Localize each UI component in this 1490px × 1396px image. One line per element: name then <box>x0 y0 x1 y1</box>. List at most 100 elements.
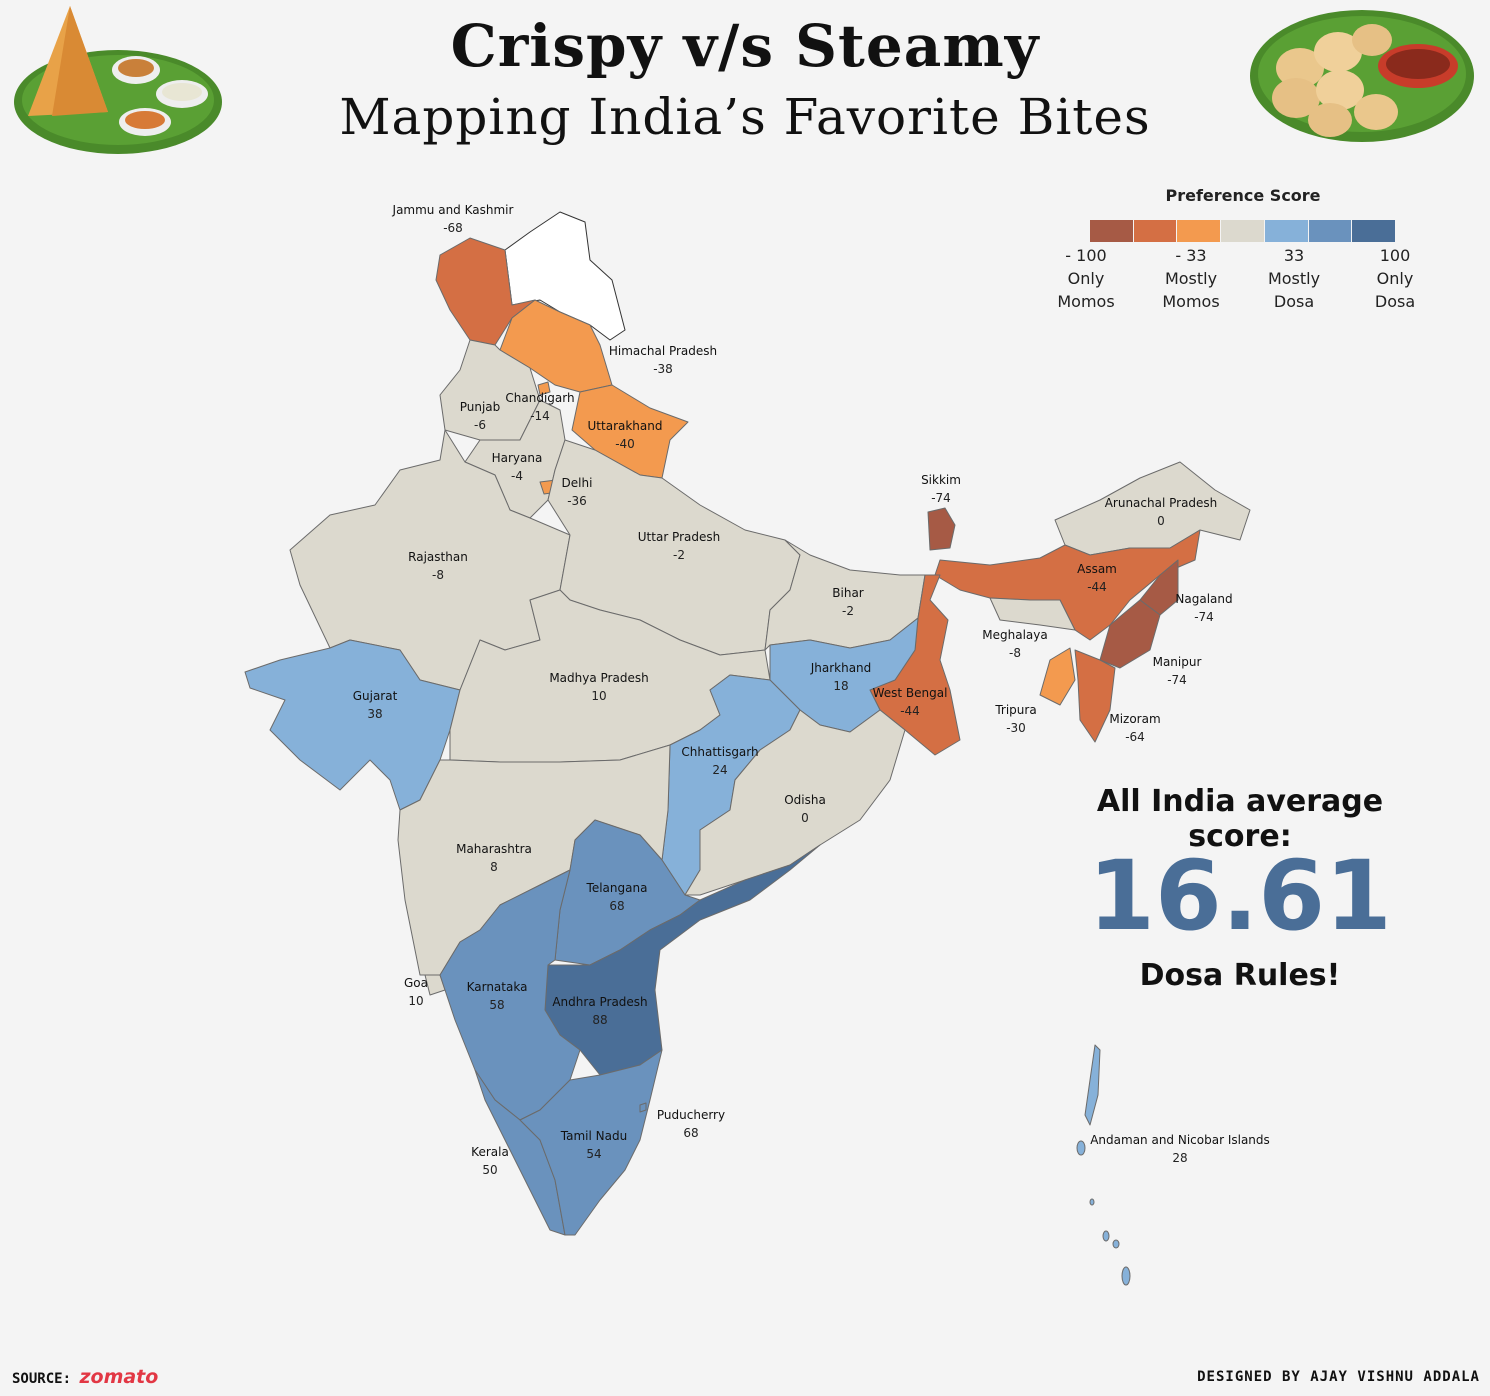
state-score-haryana: -4 <box>511 469 523 483</box>
state-label-andaman-and-nicobar-islands: Andaman and Nicobar Islands <box>1090 1133 1270 1147</box>
state-label-meghalaya: Meghalaya <box>982 628 1047 642</box>
legend-swatch <box>1090 220 1134 242</box>
state-score-arunachal-pradesh: 0 <box>1157 514 1165 528</box>
state-score-uttarakhand: -40 <box>615 437 635 451</box>
chart-title: Crispy v/s Steamy <box>450 12 1040 80</box>
state-score-puducherry: 68 <box>683 1126 698 1140</box>
region-andaman-nicobar[interactable] <box>1076 1044 1131 1286</box>
state-score-tamil-nadu: 54 <box>586 1147 601 1161</box>
chart-subtitle: Mapping India’s Favorite Bites <box>339 88 1151 146</box>
state-score-mizoram: -64 <box>1125 730 1145 744</box>
state-label-maharashtra: Maharashtra <box>456 842 532 856</box>
state-score-rajasthan: -8 <box>432 568 444 582</box>
state-label-karnataka: Karnataka <box>467 980 528 994</box>
state-score-andaman-and-nicobar-islands: 28 <box>1172 1151 1187 1165</box>
state-label-gujarat: Gujarat <box>353 689 398 703</box>
state-label-chandigarh: Chandigarh <box>505 391 574 405</box>
region-puducherry[interactable] <box>639 1102 647 1113</box>
region-uttarakhand[interactable] <box>571 384 689 479</box>
state-label-chhattisgarh: Chhattisgarh <box>681 745 758 759</box>
state-label-himachal-pradesh: Himachal Pradesh <box>609 344 717 358</box>
legend-swatch <box>1221 220 1265 242</box>
state-score-karnataka: 58 <box>489 998 504 1012</box>
legend-swatch <box>1133 220 1178 242</box>
region-manipur[interactable] <box>1099 599 1161 669</box>
average-value: 16.61 <box>1088 840 1392 952</box>
state-label-haryana: Haryana <box>492 451 543 465</box>
legend-swatch <box>1308 220 1353 242</box>
designer-credit: DESIGNED BY AJAY VISHNU ADDALA <box>1197 1369 1480 1385</box>
state-label-tamil-nadu: Tamil Nadu <box>560 1129 627 1143</box>
state-score-chhattisgarh: 24 <box>712 763 727 777</box>
region-meghalaya[interactable] <box>989 597 1076 631</box>
region-sikkim[interactable] <box>927 507 956 551</box>
state-score-kerala: 50 <box>482 1163 497 1177</box>
state-label-puducherry: Puducherry <box>657 1108 725 1122</box>
state-score-chandigarh: -14 <box>530 409 550 423</box>
state-label-bihar: Bihar <box>832 586 864 600</box>
state-label-madhya-pradesh: Madhya Pradesh <box>549 671 648 685</box>
state-score-meghalaya: -8 <box>1009 646 1021 660</box>
region-chandigarh[interactable] <box>537 381 551 396</box>
region-mizoram[interactable] <box>1074 649 1116 743</box>
ladakh-outline <box>504 211 626 341</box>
state-score-jharkhand: 18 <box>833 679 848 693</box>
state-label-telangana: Telangana <box>586 881 648 895</box>
state-score-bihar: -2 <box>842 604 854 618</box>
state-label-goa: Goa <box>404 976 428 990</box>
state-label-kerala: Kerala <box>471 1145 509 1159</box>
state-label-sikkim: Sikkim <box>921 473 961 487</box>
state-label-assam: Assam <box>1077 562 1117 576</box>
legend-tick-mostly-momos: - 33 Mostly Momos <box>1162 246 1220 311</box>
state-label-uttarakhand: Uttarakhand <box>588 419 663 433</box>
state-score-maharashtra: 8 <box>490 860 498 874</box>
state-score-tripura: -30 <box>1006 721 1026 735</box>
state-score-assam: -44 <box>1087 580 1107 594</box>
legend-tick-mostly-dosa: 33 Mostly Dosa <box>1267 246 1321 311</box>
state-label-jharkhand: Jharkhand <box>810 661 872 675</box>
source-credit: SOURCE: zomato <box>12 1366 158 1388</box>
state-label-jammu-and-kashmir: Jammu and Kashmir <box>392 203 514 217</box>
dosa-plate-illustration <box>14 6 222 154</box>
india-map <box>244 211 1251 1286</box>
state-score-himachal-pradesh: -38 <box>653 362 673 376</box>
state-label-rajasthan: Rajasthan <box>408 550 468 564</box>
state-score-delhi: -36 <box>567 494 587 508</box>
legend-swatch <box>1177 220 1222 242</box>
state-score-uttar-pradesh: -2 <box>673 548 685 562</box>
state-score-gujarat: 38 <box>367 707 382 721</box>
legend-tick-min: - 100 Only Momos <box>1057 246 1115 311</box>
momos-plate-illustration <box>1250 10 1474 142</box>
state-score-madhya-pradesh: 10 <box>591 689 606 703</box>
region-nagaland[interactable] <box>1139 559 1179 616</box>
state-score-odisha: 0 <box>801 811 809 825</box>
state-score-sikkim: -74 <box>931 491 951 505</box>
zomato-logo[interactable]: zomato <box>79 1366 159 1388</box>
state-label-andhra-pradesh: Andhra Pradesh <box>552 995 647 1009</box>
average-label: All India average score: <box>1096 784 1384 854</box>
state-score-jammu-and-kashmir: -68 <box>443 221 463 235</box>
region-tripura[interactable] <box>1039 647 1076 706</box>
state-label-arunachal-pradesh: Arunachal Pradesh <box>1105 496 1218 510</box>
legend-swatch <box>1264 220 1309 242</box>
legend-tick-max: 100 Only Dosa <box>1374 246 1416 311</box>
state-label-west-bengal: West Bengal <box>873 686 948 700</box>
state-score-goa: 10 <box>408 994 423 1008</box>
state-label-tripura: Tripura <box>994 703 1036 717</box>
legend-swatch <box>1352 220 1397 242</box>
state-score-telangana: 68 <box>609 899 624 913</box>
source-label: SOURCE: <box>12 1371 72 1387</box>
state-score-punjab: -6 <box>474 418 486 432</box>
state-label-manipur: Manipur <box>1153 655 1202 669</box>
state-score-nagaland: -74 <box>1194 610 1214 624</box>
state-score-andhra-pradesh: 88 <box>592 1013 607 1027</box>
state-label-uttar-pradesh: Uttar Pradesh <box>638 530 720 544</box>
state-label-mizoram: Mizoram <box>1109 712 1160 726</box>
state-score-manipur: -74 <box>1167 673 1187 687</box>
region-tamil-nadu[interactable] <box>519 1049 663 1236</box>
state-score-west-bengal: -44 <box>900 704 920 718</box>
state-label-odisha: Odisha <box>784 793 826 807</box>
